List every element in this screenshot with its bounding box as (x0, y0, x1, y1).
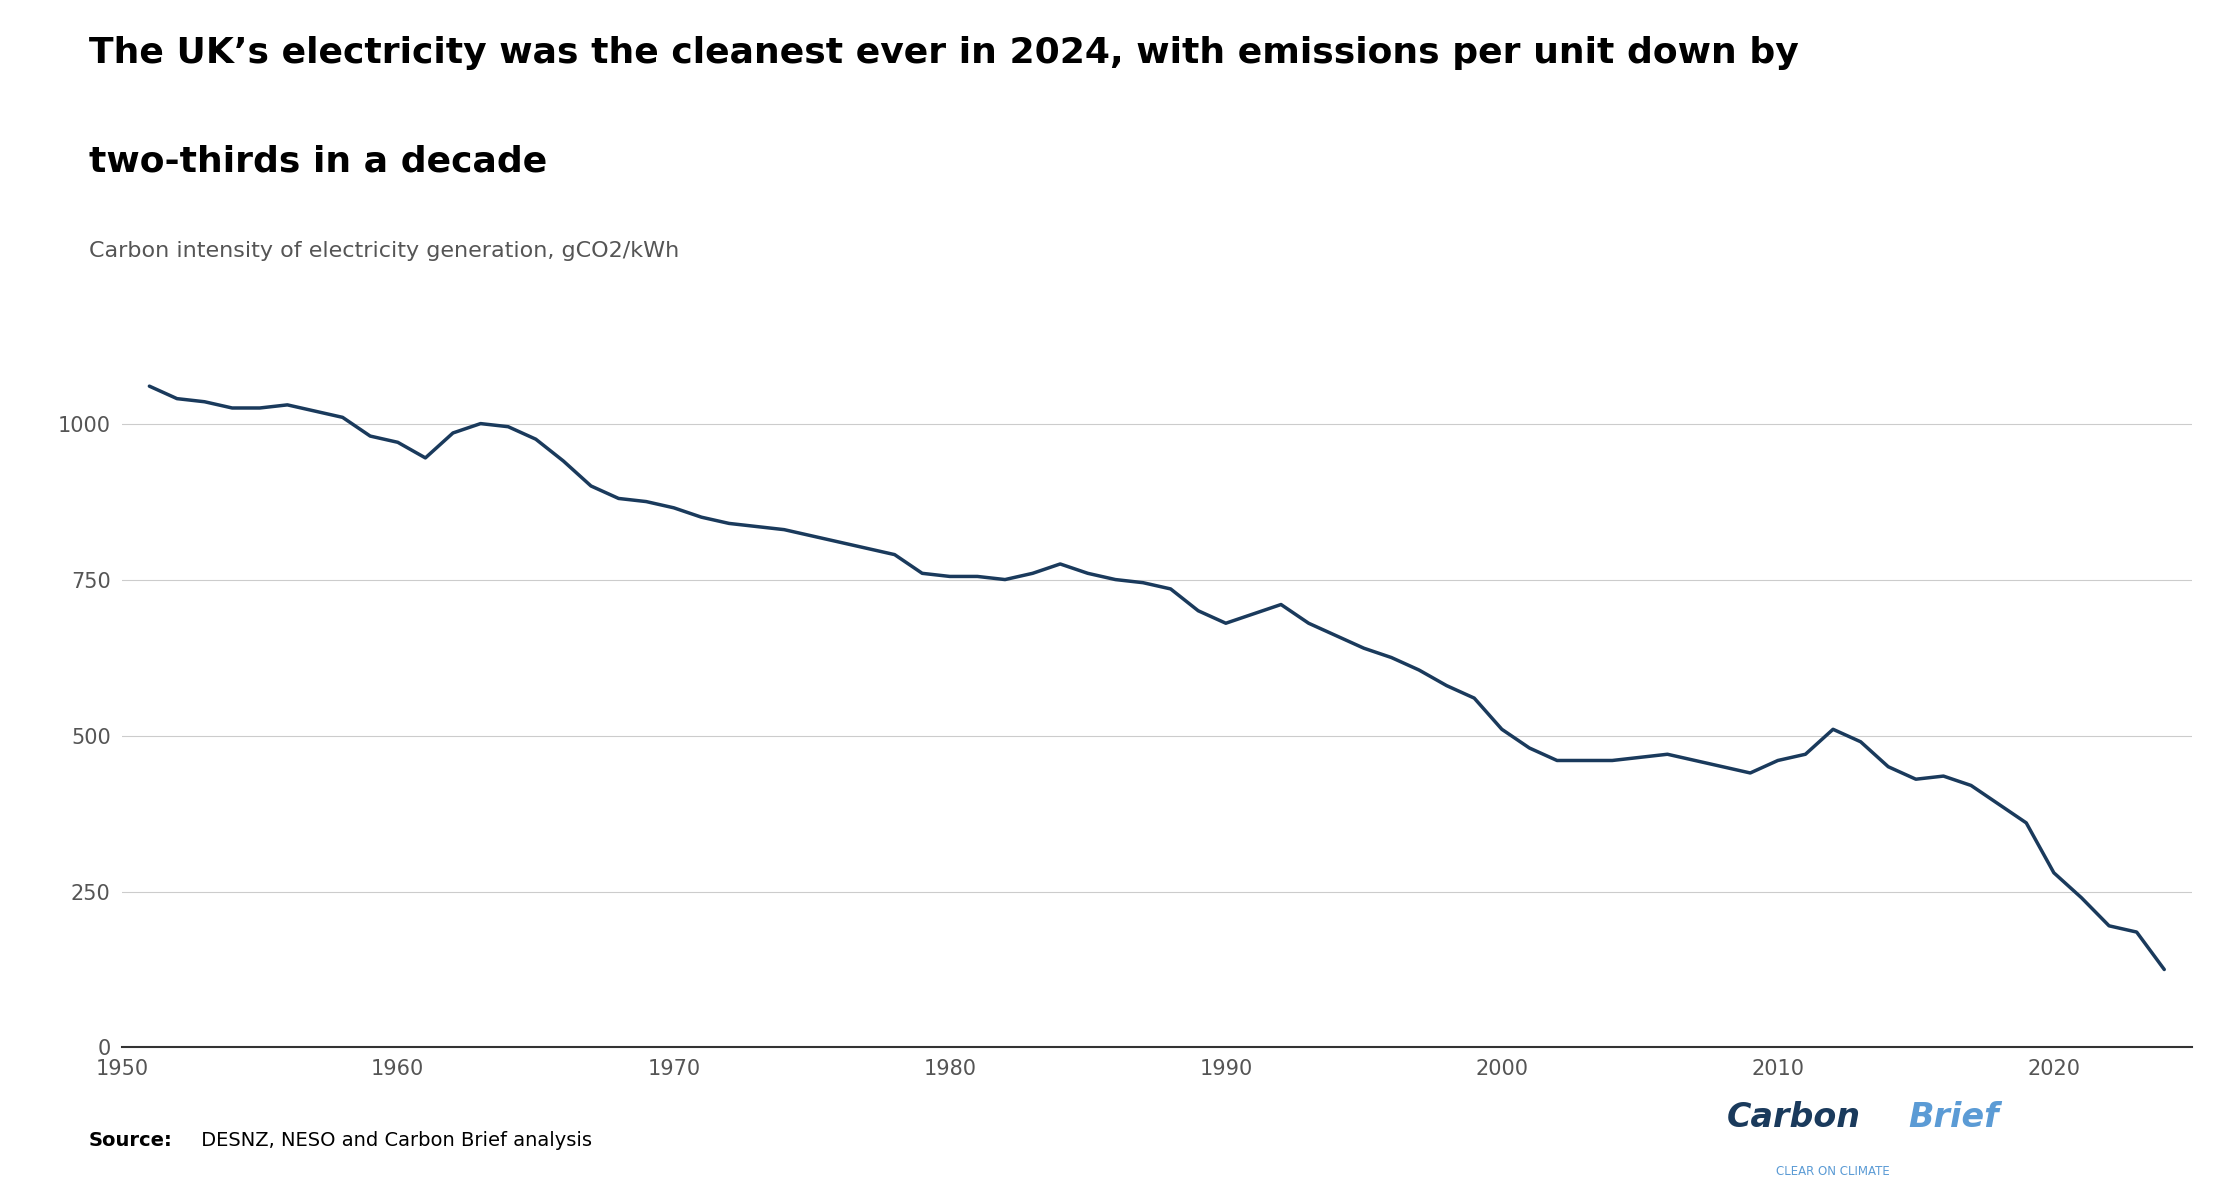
Text: DESNZ, NESO and Carbon Brief analysis: DESNZ, NESO and Carbon Brief analysis (195, 1131, 591, 1150)
Text: two-thirds in a decade: two-thirds in a decade (89, 144, 547, 178)
Text: Brief: Brief (1908, 1102, 1999, 1134)
Text: Source:: Source: (89, 1131, 173, 1150)
Text: The UK’s electricity was the cleanest ever in 2024, with emissions per unit down: The UK’s electricity was the cleanest ev… (89, 36, 1798, 70)
Text: CLEAR ON CLIMATE: CLEAR ON CLIMATE (1776, 1164, 1889, 1178)
Text: Carbon intensity of electricity generation, gCO2/kWh: Carbon intensity of electricity generati… (89, 241, 680, 261)
Text: Carbon: Carbon (1727, 1102, 1862, 1134)
